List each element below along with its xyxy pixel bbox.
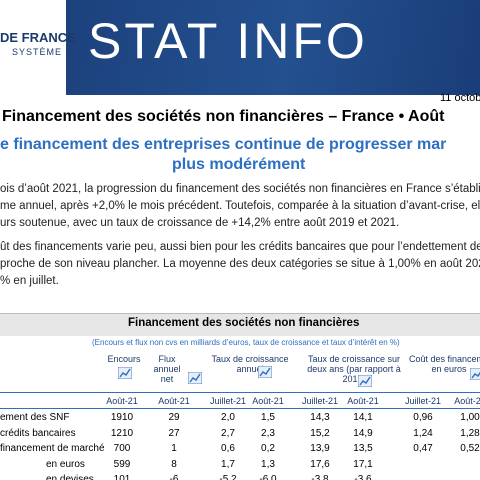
table-cell: 1910 [110, 412, 134, 423]
table-rule [0, 408, 480, 409]
column-header: Encours [107, 354, 141, 364]
table-cell: 0,96 [413, 412, 433, 423]
table-cell: 1,3 [261, 458, 275, 470]
paragraph-line: me annuel, après +2,0% le mois précédent… [0, 200, 480, 212]
paragraph-line: urs soutenue, avec un taux de croissance… [0, 217, 400, 229]
table-cell: 2,3 [261, 427, 275, 439]
column-header: Flux annuel net [153, 354, 181, 384]
banner [0, 0, 480, 95]
table-cell: -5,2 [219, 474, 237, 480]
table-cell: -3,8 [311, 474, 329, 480]
subheader: Juillet-21 [301, 396, 339, 406]
subtitle: plus modérément [172, 156, 306, 173]
table-cell: 17,1 [353, 458, 373, 470]
table-cell: 599 [113, 458, 131, 470]
column-header: Taux de croissance annuel [211, 354, 289, 374]
table-cell: 2,0 [221, 412, 235, 423]
table-cell: -6,0 [259, 474, 277, 480]
table-cell: 0,2 [261, 443, 275, 454]
subheader: Juillet-21 [209, 396, 247, 406]
table-cell: -6 [169, 474, 179, 480]
table-title: Financement des sociétés non financières [128, 317, 360, 329]
table-cell: 0,47 [413, 443, 433, 454]
title: Financement des sociétés non financières… [2, 108, 445, 125]
logo-text: SYSTÈME [12, 47, 63, 57]
table-cell: 0,6 [221, 443, 235, 454]
logo-text: DE FRANCE [0, 30, 76, 45]
table-cell: 1210 [110, 427, 134, 439]
table-note: (Encours et flux non cvs en milliards d’… [92, 338, 400, 347]
row-label: en euros [46, 458, 85, 470]
row-label: financement de marché [0, 443, 105, 454]
subtitle: e financement des entreprises continue d… [0, 136, 447, 153]
chart-icon[interactable] [188, 372, 202, 384]
table-cell: -3,6 [354, 474, 372, 480]
table-cell: 14,3 [310, 412, 330, 423]
table-title-bar [0, 313, 480, 336]
table-cell: 0,52 [460, 443, 480, 454]
paragraph-line: proche de son niveau plancher. La moyenn… [0, 258, 480, 270]
subheader: Août-21 [158, 396, 190, 406]
column-header: Taux de croissance sur deux ans (par rap… [307, 354, 401, 384]
row-label: en devises [46, 474, 94, 480]
row-label: ement des SNF [0, 412, 70, 423]
table-cell: 101 [113, 474, 131, 480]
chart-icon[interactable] [118, 367, 132, 379]
table-cell: 29 [168, 412, 180, 423]
date: 11 octob [440, 92, 480, 104]
table-cell: 13,5 [353, 443, 373, 454]
paragraph-line: ois d’août 2021, la progression du finan… [0, 183, 480, 195]
table-cell: 1 [171, 443, 177, 454]
chart-icon[interactable] [358, 375, 372, 387]
chart-icon[interactable] [470, 368, 480, 380]
column-header: Coût des financeme en euros [408, 354, 480, 374]
table-cell: 14,9 [353, 427, 373, 439]
row-label: crédits bancaires [0, 427, 76, 439]
table-cell: 1,7 [221, 458, 235, 470]
table-cell: 1,5 [261, 412, 275, 423]
table-cell: 700 [113, 443, 131, 454]
subheader: Août-21 [454, 396, 480, 406]
paragraph-line: % en juillet. [0, 275, 59, 287]
table-cell: 1,24 [413, 427, 433, 439]
table-cell: 13,9 [310, 443, 330, 454]
logo [0, 0, 66, 95]
table-rule [0, 392, 480, 393]
table-cell: 17,6 [310, 458, 330, 470]
subheader: Août-21 [106, 396, 138, 406]
paragraph-line: ût des financements varie peu, aussi bie… [0, 241, 480, 253]
table-cell: 27 [168, 427, 180, 439]
table-cell: 1,00 [460, 412, 480, 423]
table-cell: 8 [171, 458, 177, 470]
banner-title: STAT INFO [88, 13, 368, 69]
subheader: Août-21 [347, 396, 379, 406]
table-cell: 14,1 [353, 412, 373, 423]
table-cell: 2,7 [221, 427, 235, 439]
chart-icon[interactable] [258, 366, 272, 378]
table-cell: 1,28 [460, 427, 480, 439]
subheader: Juillet-21 [404, 396, 442, 406]
table-cell: 15,2 [310, 427, 330, 439]
subheader: Août-21 [252, 396, 284, 406]
